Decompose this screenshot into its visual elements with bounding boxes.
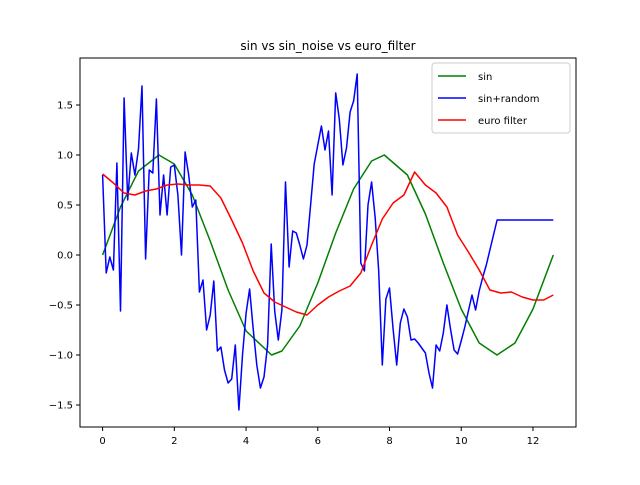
legend-label-0: sin <box>478 72 492 83</box>
y-tick-label: 1.5 <box>57 101 73 112</box>
y-tick-label: −1.0 <box>49 351 73 362</box>
x-tick-label: 12 <box>527 436 540 447</box>
series-line-2 <box>102 171 554 316</box>
x-tick-label: 10 <box>455 436 468 447</box>
axis-ticks: 0 2 4 6 8 10 12 −1.5 −1.0 −0.5 0.0 0.5 1.0 1.5 <box>49 101 540 448</box>
x-tick-label: 2 <box>171 436 177 447</box>
legend-label-1: sin+random <box>478 94 540 105</box>
legend-box <box>431 62 571 134</box>
y-tick-label: −0.5 <box>49 301 73 312</box>
y-tick-label: 1.0 <box>57 151 73 162</box>
y-tick-label: 0.5 <box>57 201 73 212</box>
axes-frame <box>79 57 577 428</box>
x-tick-label: 8 <box>386 436 392 447</box>
chart-title: sin vs sin_noise vs euro_filter <box>240 39 415 53</box>
series-line-0 <box>101 154 555 356</box>
plot-area <box>79 57 577 428</box>
x-tick-label: 6 <box>315 436 321 447</box>
x-tick-label: 4 <box>243 436 249 447</box>
y-tick-label: 0.0 <box>57 251 73 262</box>
legend: sin sin+random euro filter <box>431 62 571 134</box>
legend-label-2: euro filter <box>478 116 528 127</box>
series-line-1 <box>101 73 554 411</box>
y-tick-label: −1.5 <box>49 401 73 412</box>
x-tick-label: 0 <box>99 436 105 447</box>
